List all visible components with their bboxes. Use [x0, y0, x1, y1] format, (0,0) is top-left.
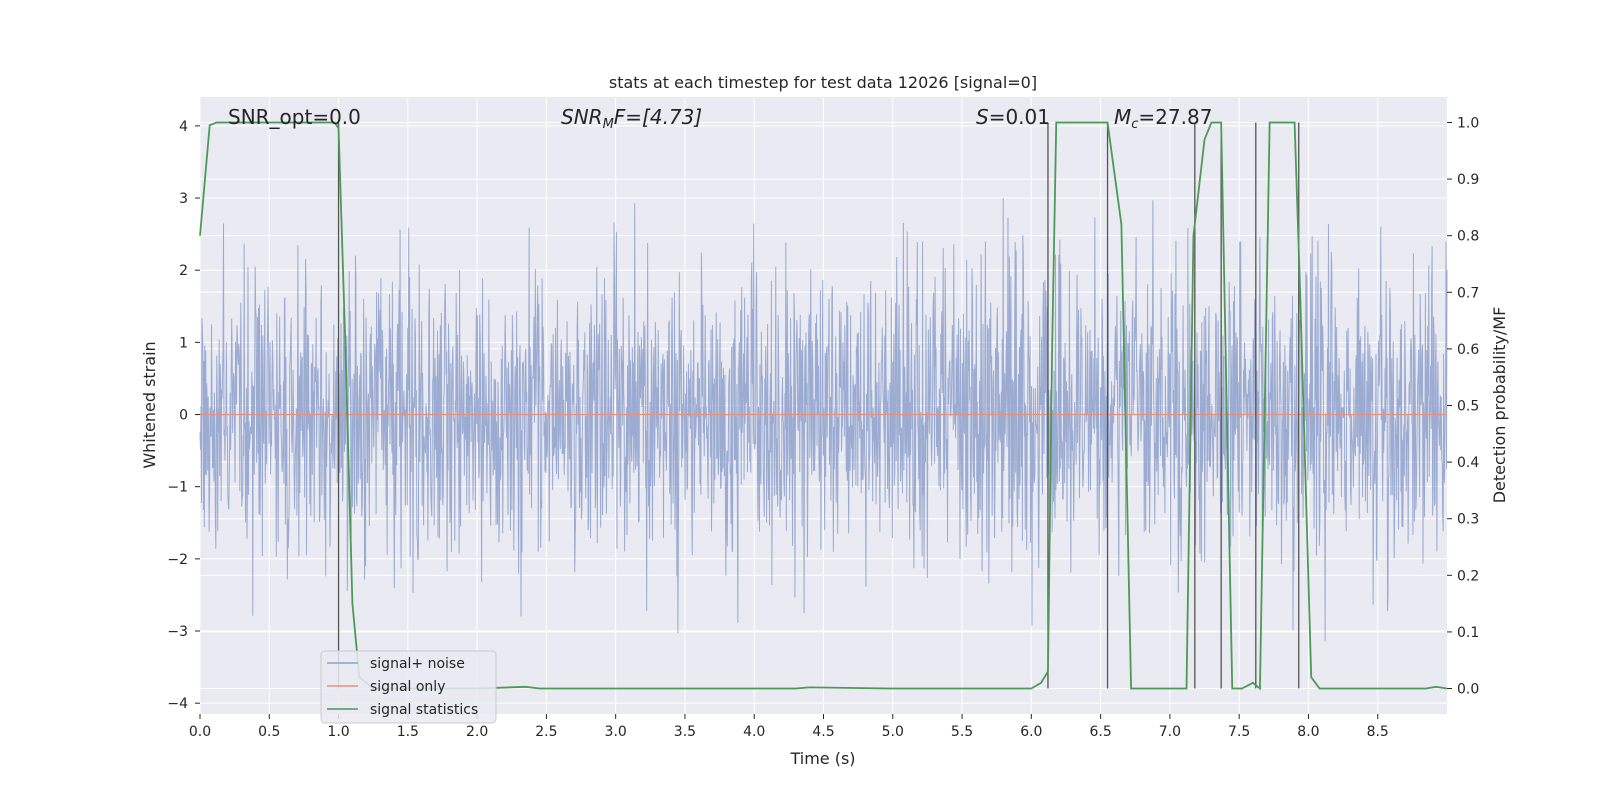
x-tick-label: 4.0	[743, 724, 765, 740]
annotation-s: S=0.01	[976, 105, 1050, 129]
signal-noise-series	[199, 198, 1448, 642]
y-right-tick-label: 0.8	[1457, 229, 1479, 245]
x-axis-label: Time (s)	[789, 749, 855, 768]
annotation-mc: Mc=27.87	[1114, 105, 1212, 132]
x-tick-label: 5.5	[951, 724, 973, 740]
y-left-tick-label: 4	[179, 119, 188, 135]
y-left-tick-label: 0	[179, 408, 188, 424]
x-tick-label: 6.5	[1089, 724, 1111, 740]
chart-title: stats at each timestep for test data 120…	[609, 73, 1037, 92]
y-right-tick-label: 0.2	[1457, 568, 1479, 584]
y-axis-left-label: Whitened strain	[140, 341, 159, 468]
y-left-tick-label: 2	[179, 263, 188, 279]
y-right-tick-label: 1.0	[1457, 115, 1479, 131]
y-left-tick-label: 3	[179, 191, 188, 207]
annotation-snr-opt: SNR_opt=0.0	[228, 105, 361, 129]
x-tick-label: 0.0	[189, 724, 211, 740]
signal-statistics-line	[199, 121, 1448, 691]
x-tick-label: 1.5	[397, 724, 419, 740]
y-right-tick-label: 0.7	[1457, 285, 1479, 301]
x-tick-label: 8.5	[1367, 724, 1389, 740]
signal-noise-line	[199, 198, 1448, 642]
y-right-tick-label: 0.5	[1457, 399, 1479, 415]
x-axis-ticks: 0.0 0.5 1.0 1.5 2.0 2.5 3.0 3.5 4.0 4.5 5.0 5.5 6.0 6…	[189, 714, 1389, 740]
y-right-tick-label: 0.3	[1457, 512, 1479, 528]
x-tick-label: 3.5	[674, 724, 696, 740]
y-right-tick-label: 0.4	[1457, 455, 1479, 471]
y-right-tick-label: 0.6	[1457, 342, 1479, 358]
legend-label-signal: signal only	[370, 679, 445, 695]
legend-box	[320, 650, 497, 724]
legend: signal+ noise signal only signal statist…	[320, 650, 497, 724]
y-right-tick-label: 0.9	[1457, 172, 1479, 188]
vertical-markers	[337, 122, 1300, 689]
y-left-tick-label: 1	[179, 335, 188, 351]
x-tick-label: 4.5	[812, 724, 834, 740]
y-left-tick-label: −3	[167, 624, 188, 640]
x-tick-label: 5.0	[882, 724, 904, 740]
x-tick-label: 3.0	[605, 724, 627, 740]
x-tick-label: 8.0	[1297, 724, 1319, 740]
annotation-snr-mf: SNRMF=[4.73]	[561, 105, 702, 132]
y-left-tick-label: −4	[167, 696, 188, 712]
x-tick-label: 7.5	[1228, 724, 1250, 740]
y-left-tick-label: −2	[167, 552, 188, 568]
y-axis-right-label: Detection probability/MF	[1490, 307, 1509, 504]
x-tick-label: 1.0	[327, 724, 349, 740]
legend-label-stats: signal statistics	[370, 702, 478, 718]
legend-label-noise: signal+ noise	[370, 656, 465, 672]
y-left-tick-label: −1	[167, 480, 188, 496]
x-tick-label: 2.0	[466, 724, 488, 740]
y-axis-right-ticks: 1.0 0.9 0.8 0.7 0.6 0.5 0.4 0.3 0.2 0.1 0.0	[1447, 115, 1479, 698]
x-tick-label: 6.0	[1020, 724, 1042, 740]
x-tick-label: 7.0	[1159, 724, 1181, 740]
x-tick-label: 0.5	[258, 724, 280, 740]
signal-statistics-series	[199, 121, 1448, 691]
y-right-tick-label: 0.1	[1457, 625, 1479, 641]
y-right-tick-label: 0.0	[1457, 682, 1479, 698]
x-tick-label: 2.5	[535, 724, 557, 740]
y-axis-left-ticks: 4 3 2 1 0 −1 −2 −3 −4	[167, 119, 200, 712]
